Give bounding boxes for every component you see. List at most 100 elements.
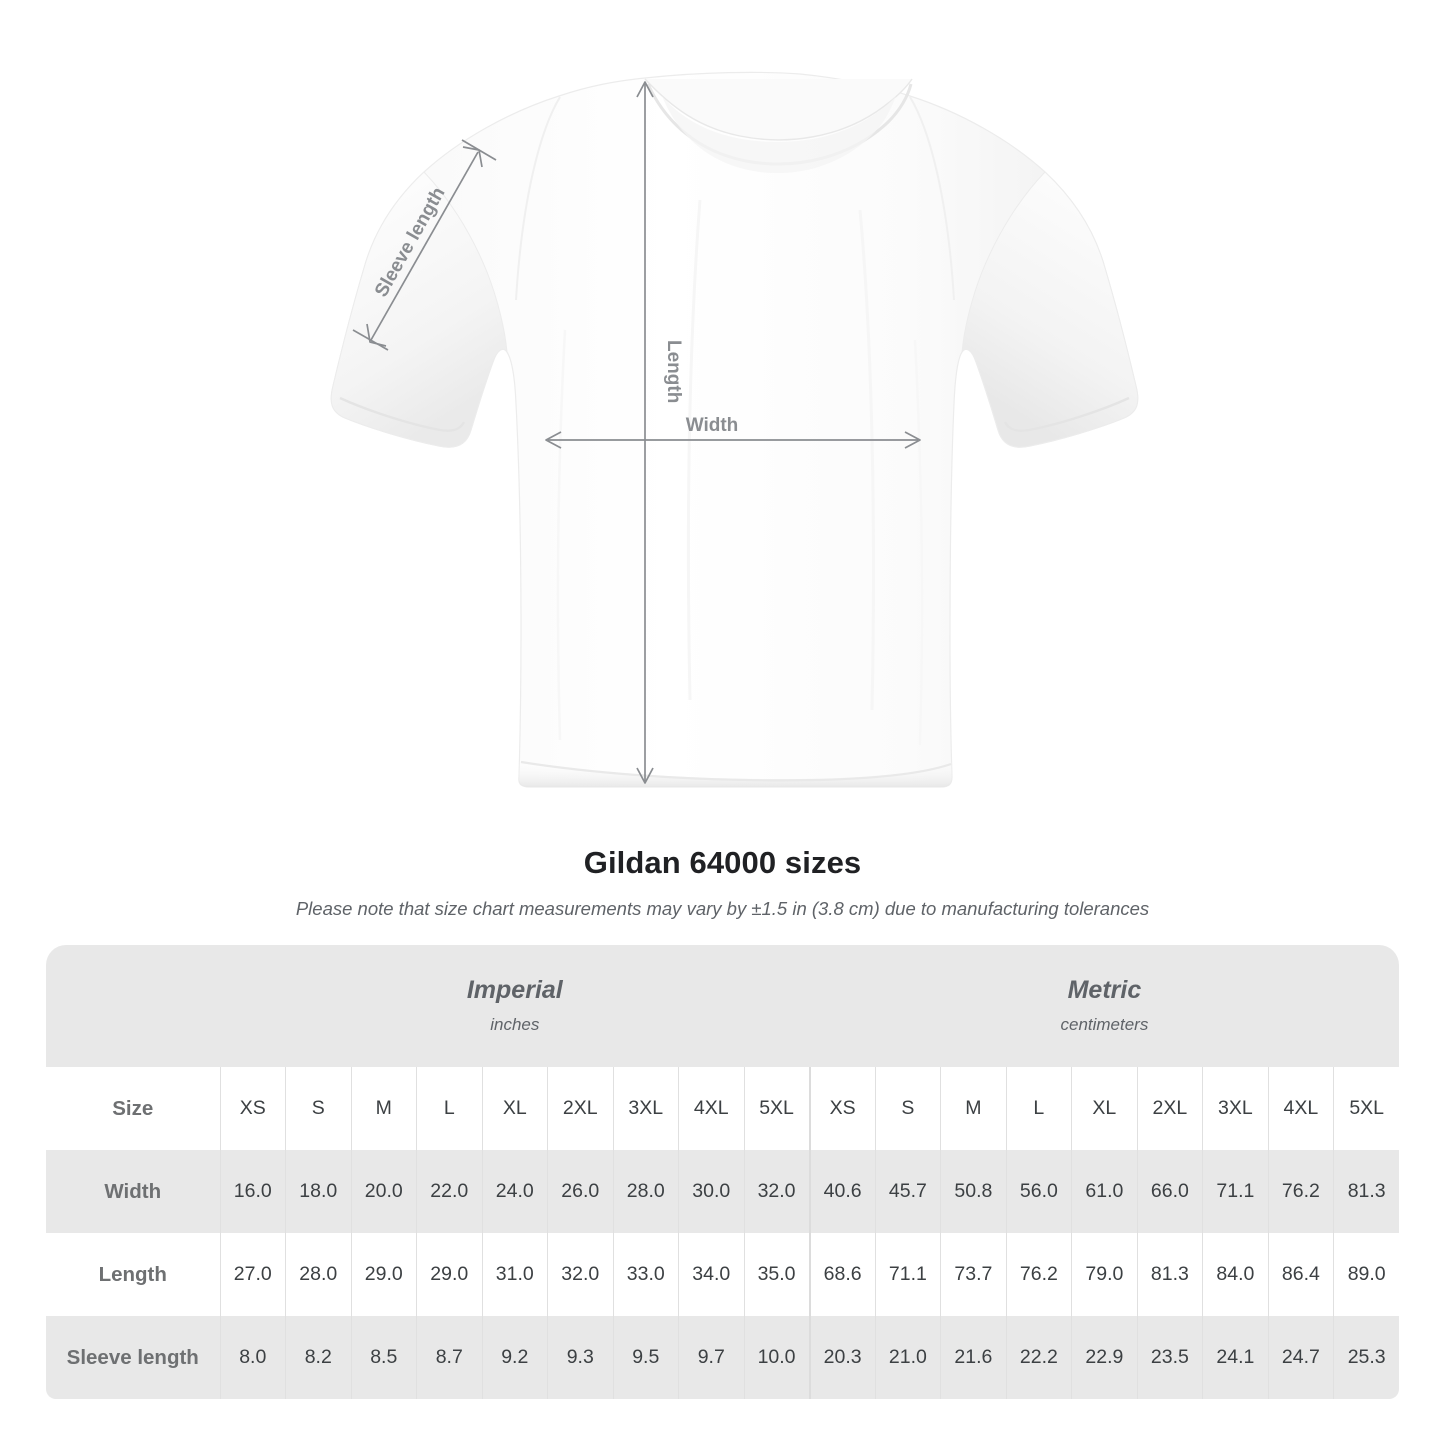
table-cell: 8.7 [416,1316,482,1399]
table-cell: 18.0 [285,1150,351,1233]
size-header-metric-xs: XS [808,1067,876,1150]
table-cell: 40.6 [808,1150,876,1233]
table-cell: 45.7 [874,1150,941,1233]
table-cell: 20.0 [350,1150,417,1233]
table-cell: 30.0 [678,1150,744,1233]
row-label-width: Width [46,1150,220,1233]
tshirt-diagram: Sleeve length Length Width [330,71,1139,788]
size-header-imperial-4xl: 4XL [678,1067,744,1150]
size-row-label: Size [46,1067,220,1150]
table-cell: 73.7 [940,1233,1007,1316]
tshirt-svg: Sleeve length Length Width [330,71,1139,788]
size-header-metric-s: S [874,1067,941,1150]
table-cell: 32.0 [547,1233,613,1316]
size-chart-table: Imperial inches Metric centimeters Size … [46,945,1400,1399]
table-cell: 61.0 [1071,1150,1138,1233]
size-header-imperial-s: S [285,1067,351,1150]
size-header-metric-m: M [940,1067,1007,1150]
size-header-imperial-xl: XL [481,1067,548,1150]
tshirt-garment [330,71,1139,788]
table-cell: 84.0 [1202,1233,1269,1316]
size-header-metric-xl: XL [1071,1067,1138,1150]
width-label: Width [686,415,739,436]
size-chart-table-wrapper: Imperial inches Metric centimeters Size … [46,945,1400,1399]
table-cell: 8.0 [219,1316,286,1399]
row-label-length: Length [46,1233,220,1316]
table-cell: 81.3 [1136,1233,1203,1316]
table-cell: 24.7 [1267,1316,1334,1399]
table-cell: 22.9 [1071,1316,1138,1399]
unit-group-metric-name: Metric [1067,975,1142,1004]
size-header-imperial-l: L [416,1067,482,1150]
size-header-metric-5xl: 5XL [1333,1067,1400,1150]
table-cell: 26.0 [547,1150,613,1233]
unit-group-imperial-sub: inches [490,1015,540,1035]
page-title: Gildan 64000 sizes [583,845,862,880]
size-header-metric-3xl: 3XL [1202,1067,1269,1150]
unit-header-row: Imperial inches Metric centimeters [46,945,1400,1067]
table-row-length: Length 27.0 28.0 29.0 29.0 31.0 32.0 33.… [46,1233,1400,1316]
size-header-metric-l: L [1005,1067,1072,1150]
table-cell: 71.1 [874,1233,941,1316]
table-cell: 76.2 [1267,1150,1334,1233]
table-cell: 25.3 [1333,1316,1400,1399]
unit-group-imperial-name: Imperial [466,975,563,1004]
table-cell: 50.8 [940,1150,1007,1233]
table-row-sleeve-length: Sleeve length 8.0 8.2 8.5 8.7 9.2 9.3 9.… [46,1316,1400,1399]
title-block: Gildan 64000 sizes Please note that size… [0,845,1445,920]
size-header-metric-2xl: 2XL [1136,1067,1203,1150]
table-cell: 16.0 [219,1150,286,1233]
table-cell: 31.0 [481,1233,548,1316]
table-cell: 68.6 [808,1233,876,1316]
table-cell: 66.0 [1136,1150,1203,1233]
unit-group-metric: Metric centimeters [809,945,1400,1067]
table-cell: 8.2 [285,1316,351,1399]
table-cell: 8.5 [350,1316,417,1399]
size-header-row: Size XS S M L XL 2XL 3XL 4XL 5XL XS S M … [46,1067,1400,1150]
table-cell: 10.0 [743,1316,810,1399]
table-cell: 33.0 [612,1233,679,1316]
diagram-annotations [352,81,921,784]
table-cell: 9.3 [547,1316,613,1399]
table-cell: 22.2 [1005,1316,1072,1399]
table-cell: 22.0 [416,1150,482,1233]
row-label-sleeve-length: Sleeve length [46,1316,220,1399]
table-cell: 32.0 [743,1150,810,1233]
length-arrow [636,81,654,784]
table-cell: 27.0 [219,1233,286,1316]
table-cell: 86.4 [1267,1233,1334,1316]
table-cell: 79.0 [1071,1233,1138,1316]
unit-group-imperial: Imperial inches [220,945,810,1067]
size-header-imperial-3xl: 3XL [612,1067,679,1150]
table-cell: 34.0 [678,1233,744,1316]
table-cell: 21.0 [874,1316,941,1399]
length-label: Length [663,340,684,403]
size-header-imperial-m: M [350,1067,417,1150]
table-cell: 35.0 [743,1233,810,1316]
table-cell: 9.2 [481,1316,548,1399]
sleeve-length-arrow [352,139,497,351]
table-cell: 56.0 [1005,1150,1072,1233]
table-cell: 24.0 [481,1150,548,1233]
table-cell: 9.5 [612,1316,679,1399]
table-cell: 24.1 [1202,1316,1269,1399]
table-cell: 71.1 [1202,1150,1269,1233]
table-cell: 28.0 [285,1233,351,1316]
unit-group-metric-sub: centimeters [1060,1015,1149,1035]
size-header-imperial-5xl: 5XL [743,1067,810,1150]
size-header-imperial-2xl: 2XL [547,1067,613,1150]
tolerance-note: Please note that size chart measurements… [295,898,1150,919]
table-row-width: Width 16.0 18.0 20.0 22.0 24.0 26.0 28.0… [46,1150,1400,1233]
table-cell: 28.0 [612,1150,679,1233]
table-cell: 21.6 [940,1316,1007,1399]
table-cell: 9.7 [678,1316,744,1399]
width-arrow [545,431,921,449]
table-cell: 29.0 [416,1233,482,1316]
table-cell: 23.5 [1136,1316,1203,1399]
size-header-metric-4xl: 4XL [1267,1067,1334,1150]
table-cell: 29.0 [350,1233,417,1316]
table-cell: 81.3 [1333,1150,1400,1233]
table-cell: 76.2 [1005,1233,1072,1316]
table-cell: 20.3 [808,1316,876,1399]
